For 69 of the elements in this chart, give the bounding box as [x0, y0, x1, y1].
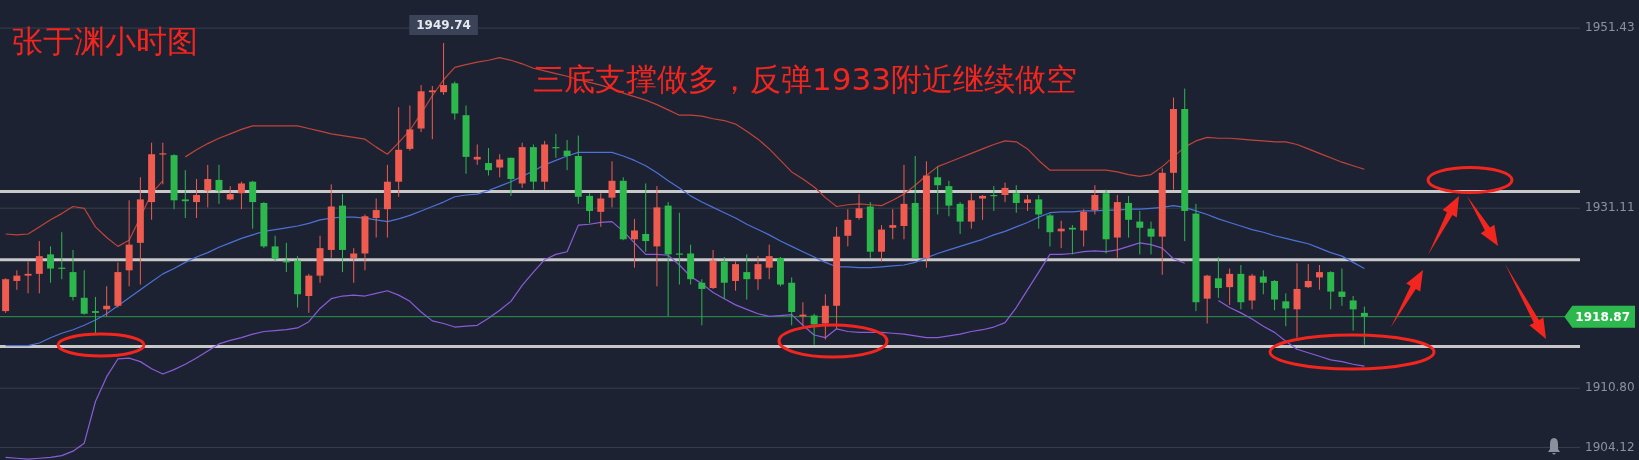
candlestick	[496, 153, 504, 178]
candlestick	[350, 247, 358, 284]
candlestick	[35, 240, 43, 294]
candlestick	[1035, 194, 1043, 230]
candlestick	[428, 85, 436, 140]
candlestick	[1068, 224, 1076, 255]
candlestick	[215, 164, 223, 205]
candlestick	[473, 143, 481, 166]
candlestick	[563, 139, 571, 171]
candlestick	[945, 180, 953, 217]
candlestick	[507, 157, 515, 197]
candlestick	[1304, 263, 1312, 289]
candlestick	[1271, 279, 1279, 311]
candlestick	[24, 260, 32, 294]
candlestick	[900, 164, 908, 240]
candlestick	[1338, 268, 1346, 307]
candlestick	[642, 182, 650, 253]
candlestick	[743, 253, 751, 301]
ref-line-label: 1918.87	[1575, 309, 1630, 324]
candlestick	[1012, 184, 1020, 214]
y-tick-label: 1951.43	[1585, 20, 1635, 35]
candlestick	[440, 42, 448, 96]
candlestick	[1327, 270, 1335, 310]
candlestick	[1046, 213, 1054, 247]
candlestick	[1203, 274, 1211, 325]
candlestick	[1214, 256, 1222, 299]
candlestick	[630, 218, 638, 269]
candlestick	[979, 194, 987, 221]
candlestick	[204, 164, 212, 208]
candlestick	[181, 169, 189, 219]
candlestick	[878, 224, 885, 262]
candlestick	[967, 192, 975, 230]
candlestick	[956, 201, 964, 235]
candlestick	[485, 147, 492, 176]
candlestick	[855, 193, 863, 221]
candlestick	[844, 208, 852, 247]
y-tick-label: 1904.12	[1585, 439, 1635, 454]
annotation: 1949.74	[416, 18, 471, 33]
candlestick	[1147, 221, 1155, 255]
candlestick	[720, 256, 728, 300]
candlestick	[1315, 264, 1323, 291]
candlestick	[675, 212, 683, 286]
candlestick	[305, 273, 313, 314]
text: 张于渊小时图	[12, 23, 198, 59]
candlestick	[1259, 269, 1267, 295]
candlestick	[1125, 195, 1133, 239]
candlestick	[1226, 268, 1234, 306]
candlestick	[406, 104, 414, 152]
y-tick-label: 1910.80	[1585, 380, 1635, 395]
candlestick	[1080, 208, 1088, 247]
candlestick	[597, 192, 605, 228]
candlestick	[237, 181, 245, 210]
candlestick	[372, 198, 380, 239]
candlestick	[249, 180, 257, 230]
candlestick	[1001, 182, 1009, 203]
candlestick	[934, 166, 942, 215]
candlestick	[732, 260, 740, 292]
candlestick	[159, 142, 167, 185]
candlestick	[1136, 210, 1144, 255]
candlestick	[193, 178, 200, 219]
y-tick-label: 1931.11	[1585, 200, 1635, 215]
candlestick	[889, 208, 897, 240]
candlestick	[586, 192, 594, 224]
candlestick	[271, 235, 279, 262]
candlestick	[47, 245, 55, 284]
candlestick	[13, 269, 21, 291]
candlestick	[765, 244, 773, 280]
candlestick	[1091, 184, 1099, 215]
candlestick	[821, 293, 829, 340]
